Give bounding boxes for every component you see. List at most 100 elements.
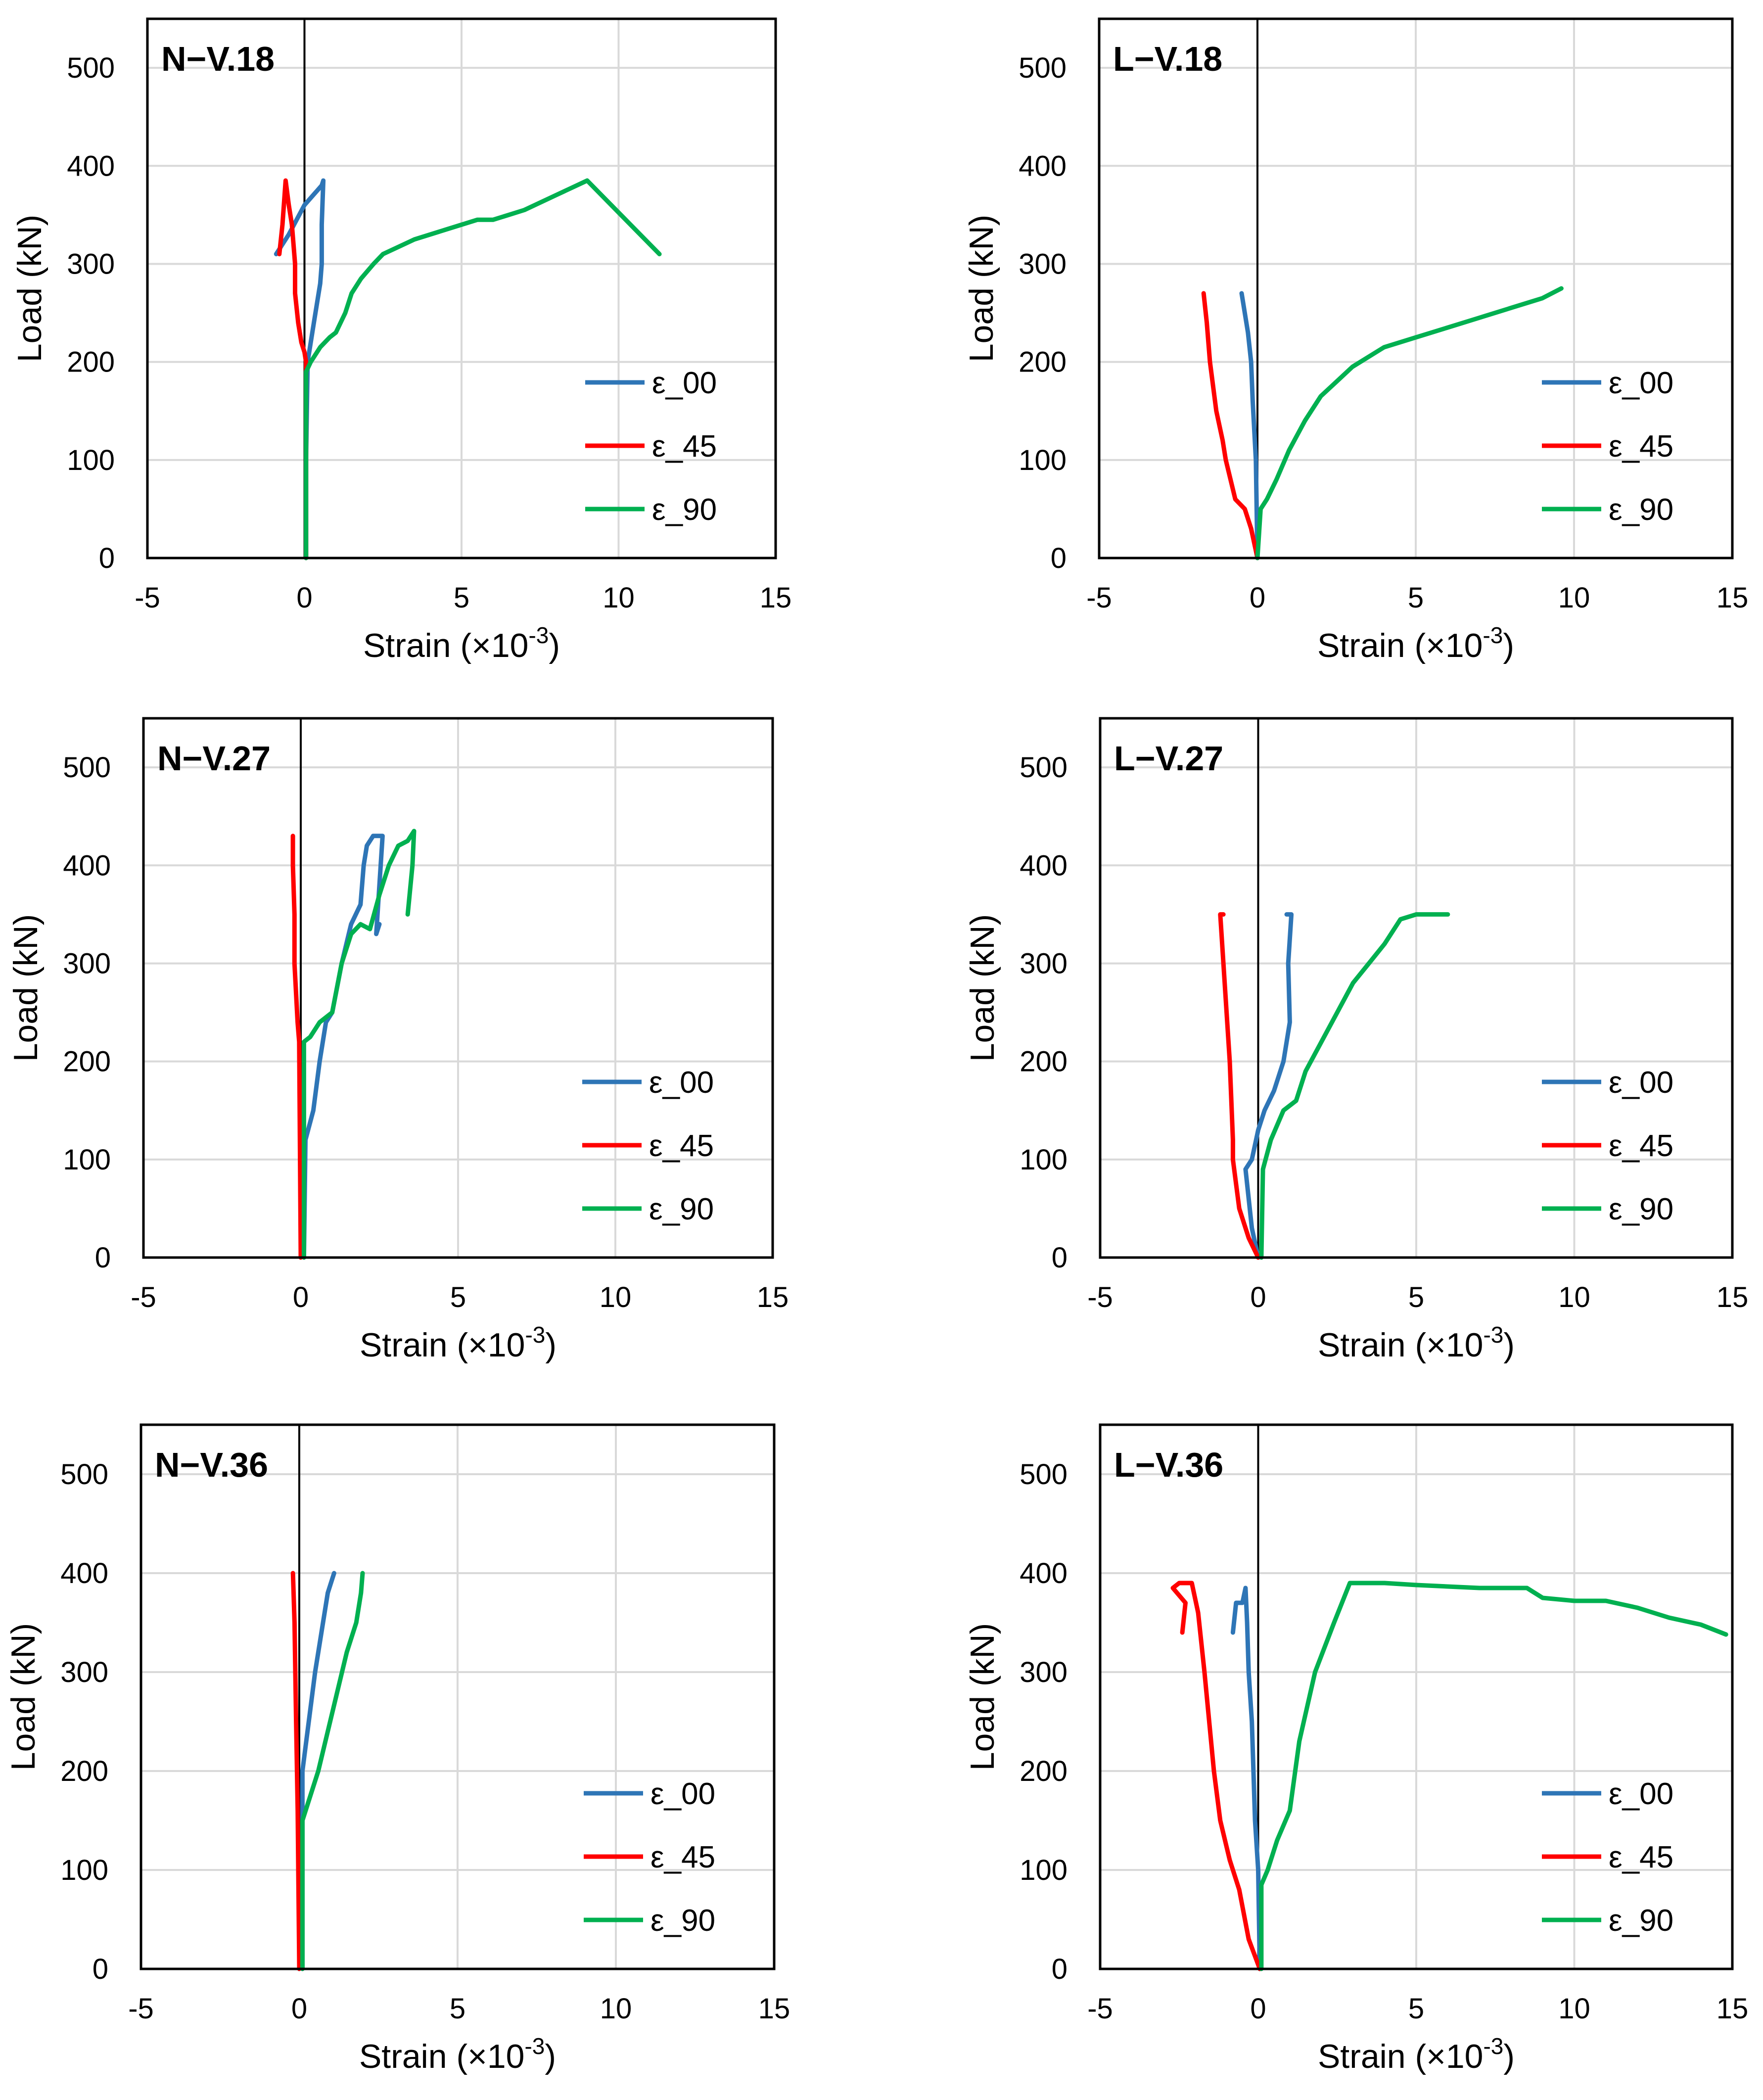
x-tick-label: 10: [600, 1993, 632, 2025]
x-tick-label: 5: [1408, 1993, 1424, 2025]
y-tick-label: 200: [67, 346, 115, 378]
chart-panel-6: 0 100 200 300 400 500 -5 0 5 10 15 Strain (×10-3) Lo…: [964, 1423, 1749, 2075]
x-tick-label: 15: [1717, 1993, 1749, 2025]
y-tick-label: 300: [1020, 1656, 1067, 1688]
series-line-eps45: [1170, 1581, 1262, 1971]
plot-frame: [139, 1423, 776, 1970]
x-tick-label: 15: [1717, 1281, 1749, 1313]
x-tick-label: -5: [1087, 1281, 1113, 1313]
legend-label-eps00: ε_00: [650, 1777, 715, 1811]
y-tick-label: 200: [1020, 1755, 1067, 1787]
y-tick-label: 0: [99, 542, 115, 574]
series-line-eps90: [1259, 912, 1450, 1260]
y-axis-label: Load (kN): [4, 1623, 42, 1771]
chart-panel-5: 0 100 200 300 400 500 -5 0 5 10 15 Strain (×10-3) Lo…: [4, 1423, 790, 2075]
legend-label-eps90: ε_90: [1609, 1904, 1673, 1938]
y-tick-label: 100: [1019, 444, 1067, 476]
legend-label-eps45: ε_45: [1609, 1129, 1673, 1163]
plot-frame: [142, 717, 774, 1259]
y-tick-label: 300: [1019, 248, 1067, 280]
y-tick-label: 200: [63, 1046, 111, 1078]
series-line-eps45: [1218, 912, 1260, 1260]
plot-frame: [146, 17, 777, 560]
series-line-eps90: [304, 178, 662, 560]
legend-label-eps90: ε_90: [1609, 493, 1673, 527]
x-tick-label: 0: [1250, 1281, 1266, 1313]
y-tick-label: 300: [67, 248, 115, 280]
series-line-eps90: [1259, 1581, 1728, 1971]
x-axis-label: Strain (×10-3): [359, 2033, 556, 2075]
panel-title: N−V.18: [161, 40, 275, 78]
series-line-eps45: [290, 1571, 302, 1971]
x-tick-label: -5: [1087, 1993, 1113, 2025]
x-tick-label: 0: [1250, 1993, 1266, 2025]
series-line-eps00: [1243, 912, 1294, 1260]
x-tick-label: 5: [454, 582, 469, 614]
y-tick-label: 0: [1051, 542, 1067, 574]
y-tick-label: 100: [67, 444, 115, 476]
y-tick-label: 200: [1019, 346, 1067, 378]
x-axis-label: Strain (×10-3): [360, 1322, 557, 1364]
legend-label-eps00: ε_00: [1609, 1777, 1673, 1811]
y-tick-label: 500: [1020, 1458, 1067, 1491]
y-tick-label: 400: [1019, 150, 1067, 182]
y-tick-label: 300: [60, 1656, 108, 1688]
panel-title: L−V.36: [1114, 1446, 1223, 1484]
chart-panel-4: 0 100 200 300 400 500 -5 0 5 10 15 Strain (×10-3) Lo…: [964, 717, 1749, 1364]
y-tick-label: 0: [93, 1953, 108, 1985]
chart-panel-1: 0 100 200 300 400 500 -5 0 5 10 15 Strain (×10-3) Lo…: [11, 17, 792, 664]
x-tick-label: 10: [1558, 1281, 1590, 1313]
series-line-eps45: [277, 178, 309, 560]
legend-label-eps45: ε_45: [1609, 1840, 1673, 1874]
x-tick-label: 15: [760, 582, 792, 614]
x-tick-label: 10: [1558, 582, 1590, 614]
x-tick-label: -5: [131, 1281, 156, 1313]
x-axis-label: Strain (×10-3): [1318, 2033, 1515, 2075]
y-tick-label: 400: [1020, 849, 1067, 882]
series-line-eps90: [1255, 286, 1564, 560]
chart-panel-2: 0 100 200 300 400 500 -5 0 5 10 15 Strain (×10-3) Lo…: [963, 17, 1749, 664]
x-tick-label: 15: [758, 1993, 790, 2025]
legend-label-eps45: ε_45: [649, 1129, 714, 1163]
y-tick-label: 400: [67, 150, 115, 182]
x-tick-label: 10: [603, 582, 635, 614]
x-tick-label: 15: [1717, 582, 1749, 614]
legend-label-eps00: ε_00: [1609, 366, 1673, 400]
y-tick-label: 100: [60, 1854, 108, 1886]
x-tick-label: -5: [135, 582, 160, 614]
series-line-eps00: [300, 1571, 336, 1971]
y-axis-label: Load (kN): [7, 914, 45, 1062]
legend-label-eps00: ε_00: [1609, 1066, 1673, 1100]
panel-title: L−V.27: [1114, 739, 1223, 778]
x-tick-label: 0: [293, 1281, 309, 1313]
legend-label-eps90: ε_90: [650, 1904, 715, 1938]
series-line-eps45: [1201, 291, 1260, 560]
x-tick-label: 10: [600, 1281, 632, 1313]
series-line-eps90: [301, 829, 417, 1260]
y-tick-label: 500: [1020, 751, 1067, 784]
x-axis-label: Strain (×10-3): [1318, 1322, 1515, 1364]
plot-frame: [1098, 17, 1734, 560]
y-tick-label: 400: [1020, 1557, 1067, 1589]
x-axis-label: Strain (×10-3): [1317, 622, 1514, 664]
y-tick-label: 0: [1052, 1242, 1067, 1274]
series-line-eps90: [300, 1571, 365, 1971]
y-axis-label: Load (kN): [963, 215, 1000, 363]
y-tick-label: 300: [63, 947, 111, 980]
y-tick-label: 500: [60, 1458, 108, 1491]
plot-frame: [1099, 717, 1734, 1259]
x-tick-label: 5: [1408, 1281, 1424, 1313]
legend-label-eps90: ε_90: [652, 493, 717, 527]
x-tick-label: 0: [296, 582, 312, 614]
y-tick-label: 400: [63, 849, 111, 882]
y-tick-label: 300: [1020, 947, 1067, 980]
series-line-eps00: [1230, 1586, 1262, 1971]
y-tick-label: 100: [63, 1144, 111, 1176]
legend-label-eps45: ε_45: [1609, 429, 1673, 464]
y-tick-label: 100: [1020, 1144, 1067, 1176]
legend-label-eps45: ε_45: [650, 1840, 715, 1874]
legend-label-eps45: ε_45: [652, 429, 717, 464]
x-tick-label: 15: [757, 1281, 789, 1313]
